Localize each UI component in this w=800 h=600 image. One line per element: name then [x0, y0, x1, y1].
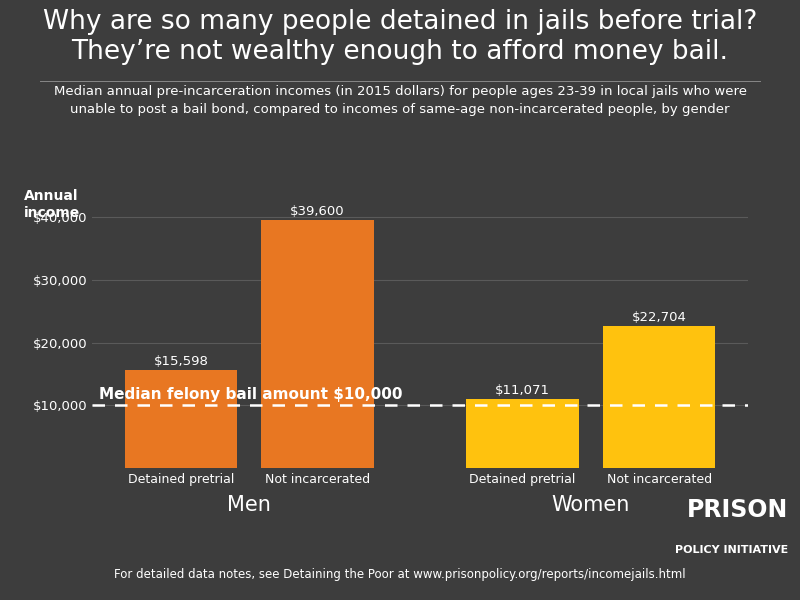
Bar [466, 398, 578, 468]
Text: For detailed data notes, see Detaining the Poor at www.prisonpolicy.org/reports/: For detailed data notes, see Detaining t… [114, 568, 686, 581]
Text: $22,704: $22,704 [632, 311, 686, 324]
Text: Men: Men [227, 495, 271, 515]
Bar [125, 370, 237, 468]
Text: Median felony bail amount $10,000: Median felony bail amount $10,000 [98, 386, 402, 401]
Text: They’re not wealthy enough to afford money bail.: They’re not wealthy enough to afford mon… [71, 39, 729, 65]
Bar [603, 326, 715, 468]
Text: Women: Women [552, 495, 630, 515]
Text: Annual
income: Annual income [24, 189, 80, 220]
Text: Why are so many people detained in jails before trial?: Why are so many people detained in jails… [43, 9, 757, 35]
Bar [262, 220, 374, 468]
Text: $39,600: $39,600 [290, 205, 345, 218]
Text: PRISON: PRISON [686, 498, 788, 522]
Text: POLICY INITIATIVE: POLICY INITIATIVE [674, 545, 788, 555]
Text: $11,071: $11,071 [495, 383, 550, 397]
Text: $15,598: $15,598 [154, 355, 208, 368]
Text: Median annual pre-incarceration incomes (in 2015 dollars) for people ages 23-39 : Median annual pre-incarceration incomes … [54, 85, 746, 116]
